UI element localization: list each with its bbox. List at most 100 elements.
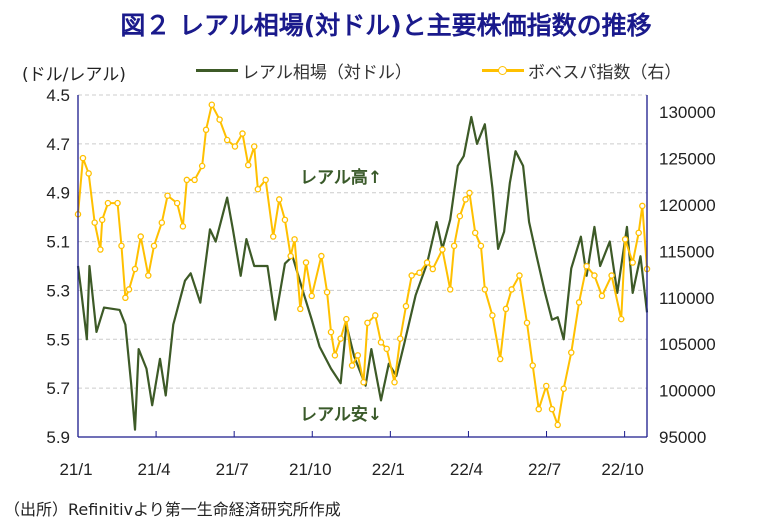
right-tick-label: 105000 <box>659 335 716 354</box>
bovespa-point <box>327 328 335 336</box>
x-tick-label: 21/10 <box>289 460 332 479</box>
bovespa-point <box>598 292 606 300</box>
legend-item-brl: レアル相場（対ドル） <box>196 58 412 83</box>
x-tick-label: 22/7 <box>528 460 561 479</box>
bovespa-point <box>508 286 515 293</box>
legend-marker-line-icon <box>482 66 524 75</box>
annotation-real-up: レアル高↑ <box>300 167 382 188</box>
right-tick-label: 100000 <box>659 382 716 401</box>
bovespa-point <box>337 335 344 342</box>
bovespa-point <box>456 212 464 220</box>
bovespa-point <box>158 219 166 226</box>
bovespa-point <box>621 236 629 243</box>
bovespa-point <box>269 233 277 240</box>
bovespa-point <box>543 382 550 390</box>
right-tick-label: 125000 <box>659 150 716 169</box>
bovespa-point <box>396 335 404 342</box>
bovespa-point <box>239 130 246 137</box>
bovespa-point <box>114 199 121 207</box>
bovespa-point <box>318 252 325 260</box>
bovespa-point <box>591 272 598 279</box>
bovespa-point <box>131 265 139 273</box>
bovespa-point <box>302 259 310 266</box>
right-tick-label: 95000 <box>659 428 706 447</box>
bovespa-point <box>383 345 390 353</box>
left-tick-label: 5.7 <box>46 379 70 398</box>
bovespa-point <box>481 286 489 293</box>
legend-item-bovespa: ボベスパ指数（右） <box>482 58 681 83</box>
bovespa-point <box>308 292 315 300</box>
bovespa-point <box>343 315 350 323</box>
bovespa-point <box>198 162 206 170</box>
bovespa-point <box>97 246 104 253</box>
bovespa-point <box>354 352 362 359</box>
bovespa-point <box>635 229 642 237</box>
legend-label-brl: レアル相場（対ドル） <box>242 63 412 83</box>
bovespa-point <box>429 265 437 273</box>
chart-title: 図２ レアル相場(対ドル)と主要株価指数の推移 <box>120 11 652 40</box>
bovespa-point <box>179 223 187 230</box>
bovespa-point <box>297 305 304 313</box>
bovespa-point <box>639 202 646 210</box>
bovespa-point <box>250 143 258 150</box>
bovespa-point <box>91 219 98 226</box>
bovespa-point <box>446 286 454 293</box>
bovespa-point <box>408 272 415 279</box>
bovespa-point <box>583 262 590 270</box>
left-tick-label: 4.9 <box>46 184 70 203</box>
bovespa-point <box>560 385 567 392</box>
bovespa-point <box>462 196 469 203</box>
bovespa-point <box>471 229 479 237</box>
bovespa-point <box>450 242 458 250</box>
bovespa-point <box>372 312 379 319</box>
left-axis-unit: (ドル/レアル) <box>22 65 126 85</box>
left-tick-label: 5.1 <box>46 233 70 252</box>
left-tick-label: 5.5 <box>46 330 70 349</box>
bovespa-point <box>79 154 87 162</box>
bovespa-point <box>554 421 561 429</box>
right-tick-label: 130000 <box>659 103 716 122</box>
x-tick-label: 21/1 <box>59 460 92 479</box>
bovespa-point <box>416 269 423 276</box>
legend-label-bovespa: ボベスパ指数（右） <box>528 63 682 83</box>
bovespa-point <box>402 302 410 310</box>
right-tick-label: 115000 <box>659 242 714 261</box>
bovespa-point <box>216 116 223 123</box>
bovespa-point <box>477 242 485 250</box>
bovespa-point <box>125 286 133 293</box>
annotation-real-down: レアル安↓ <box>300 404 382 425</box>
bovespa-point <box>98 216 106 224</box>
legend-line-green-icon <box>196 69 238 72</box>
bovespa-point <box>608 272 615 279</box>
bovespa-point <box>104 199 112 207</box>
bovespa-point <box>391 378 398 386</box>
left-tick-label: 5.3 <box>46 281 70 300</box>
bovespa-point <box>262 176 269 184</box>
bovespa-point <box>516 272 523 279</box>
bovespa-point <box>122 294 129 302</box>
bovespa-point <box>548 405 556 413</box>
bovespa-point <box>331 352 339 359</box>
bovespa-point <box>183 176 191 184</box>
x-tick-label: 21/7 <box>216 460 249 479</box>
bovespa-point <box>535 405 542 413</box>
bovespa-point <box>423 259 431 266</box>
bovespa-point <box>617 315 625 323</box>
left-tick-label: 5.9 <box>46 428 70 447</box>
bovespa-point <box>502 305 510 313</box>
bovespa-point <box>85 170 92 177</box>
x-tick-label: 22/10 <box>601 460 644 479</box>
x-tick-label: 22/4 <box>450 460 483 479</box>
bovespa-point <box>231 143 239 150</box>
bovespa-point <box>489 312 496 319</box>
bovespa-point <box>629 259 636 266</box>
bovespa-point <box>360 378 367 386</box>
bovespa-point <box>287 252 294 260</box>
bovespa-point <box>202 126 210 134</box>
bovespa-point <box>118 242 125 250</box>
x-tick-label: 22/1 <box>372 460 405 479</box>
x-tick-label: 21/4 <box>138 460 171 479</box>
bovespa-point <box>254 185 262 193</box>
series-line-brl <box>76 115 649 431</box>
